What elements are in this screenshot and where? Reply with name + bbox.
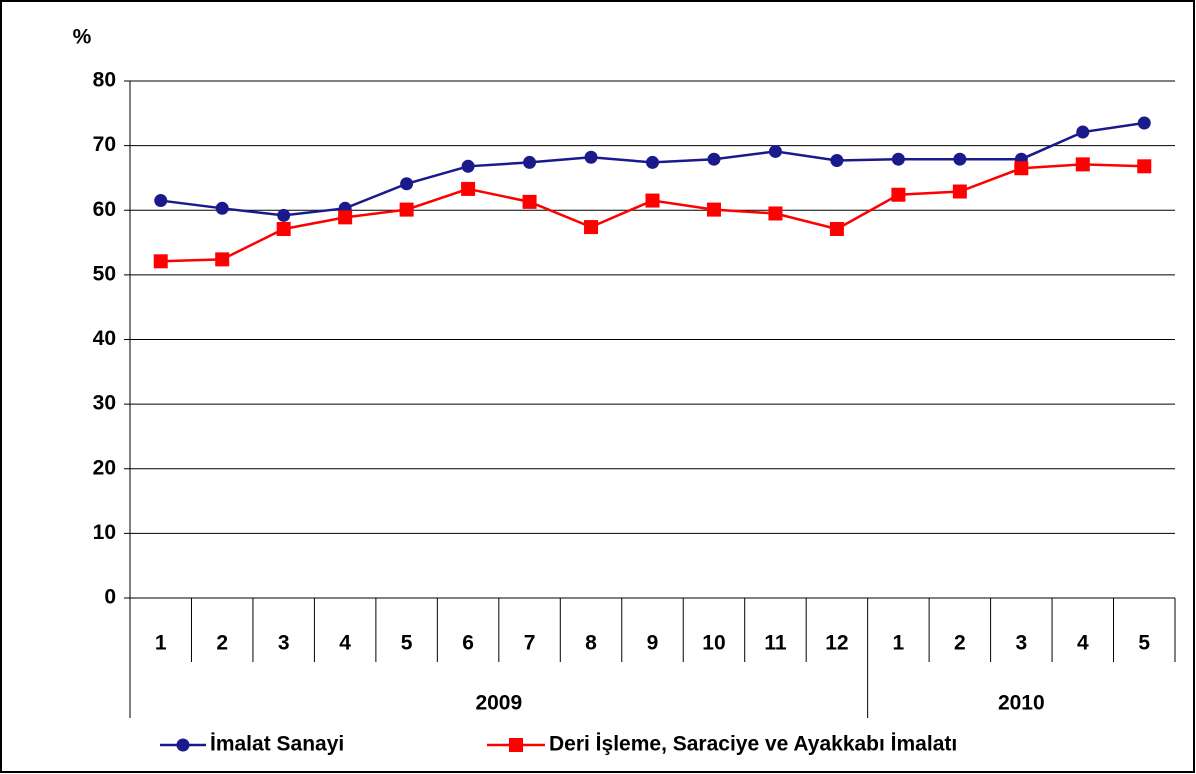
marker — [338, 210, 353, 225]
y-tick-label: 0 — [104, 586, 116, 609]
y-tick-label: 70 — [93, 133, 116, 156]
marker — [523, 155, 537, 169]
y-tick-label: 80 — [93, 69, 116, 92]
marker — [953, 152, 967, 166]
x-tick-label: 6 — [462, 632, 474, 655]
marker — [584, 150, 598, 164]
y-tick-label: 30 — [93, 392, 116, 415]
marker — [215, 201, 229, 215]
marker — [1137, 116, 1151, 130]
y-axis-label: % — [73, 26, 92, 49]
marker — [154, 194, 168, 208]
marker — [1075, 157, 1090, 172]
legend-label: İmalat Sanayi — [210, 733, 344, 756]
x-tick-label: 3 — [278, 632, 290, 655]
marker — [646, 155, 659, 169]
marker — [891, 187, 906, 202]
marker — [891, 152, 905, 166]
x-tick-label: 5 — [1138, 632, 1150, 655]
x-tick-label: 5 — [401, 632, 413, 655]
marker — [399, 202, 414, 217]
marker — [400, 177, 414, 191]
y-tick-label: 50 — [93, 262, 116, 285]
y-tick-label: 10 — [93, 521, 116, 544]
marker — [215, 252, 230, 267]
x-tick-label: 8 — [585, 632, 597, 655]
x-tick-label: 4 — [339, 632, 351, 655]
marker — [1014, 161, 1029, 176]
x-tick-label: 4 — [1077, 632, 1089, 655]
marker — [829, 221, 844, 236]
marker — [522, 194, 537, 209]
marker — [1137, 159, 1152, 174]
legend-marker — [176, 738, 190, 752]
marker — [707, 152, 721, 166]
y-tick-label: 40 — [93, 327, 116, 350]
x-tick-label: 9 — [647, 632, 659, 655]
marker — [461, 159, 475, 173]
marker — [706, 202, 721, 217]
x-tick-label: 10 — [702, 632, 725, 655]
marker — [1076, 125, 1090, 139]
marker — [153, 254, 168, 269]
marker — [461, 181, 476, 196]
legend-label: Deri İşleme, Saraciye ve Ayakkabı İmalat… — [549, 733, 957, 756]
x-tick-label: 11 — [764, 632, 787, 655]
marker — [584, 220, 599, 235]
x-tick-label: 1 — [155, 632, 167, 655]
x-group-label: 2010 — [998, 692, 1045, 715]
x-tick-label: 3 — [1015, 632, 1027, 655]
x-tick-label: 12 — [825, 632, 848, 655]
marker — [830, 153, 844, 167]
x-tick-label: 2 — [954, 632, 966, 655]
x-tick-label: 1 — [893, 632, 905, 655]
x-tick-label: 2 — [216, 632, 228, 655]
x-group-label: 2009 — [475, 692, 522, 715]
legend-marker — [509, 738, 523, 752]
x-tick-label: 7 — [524, 632, 536, 655]
marker — [276, 221, 291, 236]
marker — [768, 144, 782, 158]
y-tick-label: 20 — [93, 456, 116, 479]
marker — [952, 184, 967, 199]
y-tick-label: 60 — [93, 198, 116, 221]
marker — [277, 208, 291, 222]
marker — [645, 193, 660, 208]
marker — [768, 206, 783, 221]
